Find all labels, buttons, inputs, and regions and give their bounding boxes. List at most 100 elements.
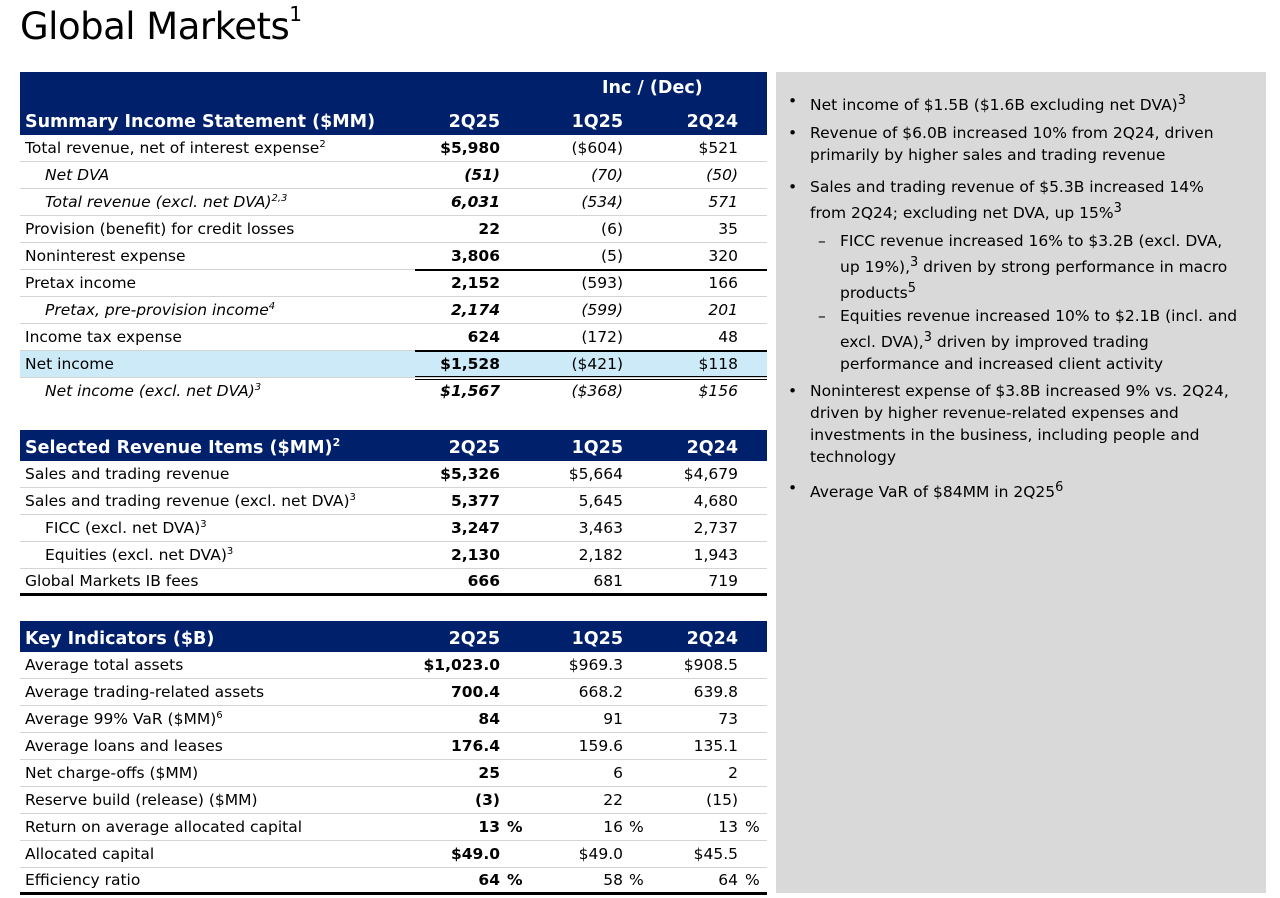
value-2q24: 320 <box>655 247 767 265</box>
value-2q25: $5,980 <box>415 139 535 157</box>
value-text: $5,664 <box>568 465 623 483</box>
note-text: Net income of $1.5B ($1.6B excluding net… <box>810 96 1178 115</box>
value-text: 668.2 <box>578 683 623 701</box>
value-text: 48 <box>718 328 738 346</box>
table-header: Selected Revenue Items ($MM)2 2Q25 1Q25 2Q2… <box>20 430 767 461</box>
table-row: Total revenue (excl. net DVA)2,3 6,031 (53… <box>20 189 767 216</box>
value-2q24: 13% <box>655 818 767 836</box>
value-text: 91 <box>603 710 623 728</box>
value-2q24: 2 <box>655 764 767 782</box>
row-label-text: FICC (excl. net DVA) <box>45 519 201 537</box>
value-text: 6 <box>613 764 623 782</box>
value-text: 719 <box>708 572 738 590</box>
table-row: Sales and trading revenue $5,326 $5,664 $4,… <box>20 461 767 488</box>
value-2q24: $4,679 <box>655 465 767 483</box>
table-row: Efficiency ratio 64% 58% 64% <box>20 868 767 895</box>
value-text: (6) <box>601 220 623 238</box>
value-text: 320 <box>708 247 738 265</box>
row-label-text: Total revenue (excl. net DVA) <box>45 193 272 211</box>
value-text: 571 <box>708 193 738 211</box>
percent-sign: % <box>745 871 760 889</box>
commentary-panel: Net income of $1.5B ($1.6B excluding net… <box>776 72 1266 893</box>
row-label: Efficiency ratio <box>20 871 415 889</box>
value-2q25: (51) <box>415 166 535 184</box>
percent-sign: % <box>507 871 523 889</box>
value-2q25: 64% <box>415 871 535 889</box>
key-indicators-table: Key Indicators ($B) 2Q25 1Q25 2Q24 Average t… <box>20 621 767 895</box>
value-text: ($604) <box>571 139 623 157</box>
value-text: $45.5 <box>693 845 738 863</box>
table-row: Allocated capital $49.0 $49.0 $45.5 <box>20 841 767 868</box>
table-row: Average loans and leases 176.4 159.6 135.1 <box>20 733 767 760</box>
row-label: Sales and trading revenue (excl. net DVA… <box>20 492 415 510</box>
value-text: $5,980 <box>440 139 500 157</box>
value-text: (593) <box>581 274 623 292</box>
value-2q24: $908.5 <box>655 656 767 674</box>
footnote-ref: 3 <box>1177 93 1186 108</box>
value-2q24: 639.8 <box>655 683 767 701</box>
header-label: Key Indicators ($B) <box>25 629 215 649</box>
value-2q24: 48 <box>655 328 767 346</box>
table-row: Average trading-related assets 700.4 668.2… <box>20 679 767 706</box>
value-text: (534) <box>581 193 623 211</box>
table-row: Pretax income 2,152 (593) 166 <box>20 269 767 297</box>
column-header-2q24: 2Q24 <box>686 112 738 132</box>
value-text: 13 <box>478 818 500 836</box>
percent-sign: % <box>745 818 760 836</box>
value-2q25: $49.0 <box>415 845 535 863</box>
column-header-1q25: 1Q25 <box>571 112 623 132</box>
title-text: Global Markets <box>20 5 290 48</box>
value-2q24: 4,680 <box>655 492 767 510</box>
note-bullet: Revenue of $6.0B increased 10% from 2Q24… <box>788 122 1230 166</box>
value-text: 5,377 <box>450 492 500 510</box>
row-label: Total revenue, net of interest expense2 <box>20 139 415 157</box>
value-text: 700.4 <box>450 683 500 701</box>
value-2q25: 13% <box>415 818 535 836</box>
footnote-ref: 3 <box>923 330 932 345</box>
footnote-ref: 2 <box>319 139 326 150</box>
row-label-text: Reserve build (release) ($MM) <box>25 791 258 809</box>
table-header: Key Indicators ($B) 2Q25 1Q25 2Q24 <box>20 621 767 652</box>
row-label-text: Average 99% VaR ($MM) <box>25 710 217 728</box>
value-text: $521 <box>698 139 738 157</box>
table-row: Equities (excl. net DVA)3 2,130 2,182 1,943 <box>20 542 767 569</box>
value-2q25: $5,326 <box>415 465 535 483</box>
value-text: $1,567 <box>440 382 500 400</box>
row-label-text: Efficiency ratio <box>25 871 141 889</box>
value-text: 6,031 <box>450 193 500 211</box>
summary-income-table: Inc / (Dec) Summary Income Statement ($M… <box>20 72 767 405</box>
value-1q25: 58% <box>535 871 655 889</box>
note-bullet: Noninterest expense of $3.8B increased 9… <box>788 380 1230 468</box>
row-label: Average 99% VaR ($MM)6 <box>20 710 415 728</box>
note-text: driven by improved trading performance a… <box>840 333 1164 374</box>
footnote-ref: 3 <box>226 546 234 557</box>
row-label-text: Average loans and leases <box>25 737 223 755</box>
note-text: Sales and trading revenue of $5.3B incre… <box>810 178 1204 223</box>
value-text: $5,326 <box>440 465 500 483</box>
value-text: 22 <box>478 220 500 238</box>
value-text: 624 <box>467 328 500 346</box>
value-text: 35 <box>718 220 738 238</box>
inc-dec-header: Inc / (Dec) <box>20 72 767 104</box>
table-row: Average total assets $1,023.0 $969.3 $908.5 <box>20 652 767 679</box>
footnote-ref: 3 <box>200 519 207 530</box>
value-text: 25 <box>478 764 500 782</box>
value-text: 135.1 <box>693 737 738 755</box>
note-text: Revenue of $6.0B increased 10% from 2Q24… <box>810 124 1214 164</box>
note-text: Noninterest expense of $3.8B increased 9… <box>810 382 1229 466</box>
row-label: Average total assets <box>20 656 415 674</box>
value-text: 1,943 <box>693 546 738 564</box>
column-header-2q25: 2Q25 <box>448 112 500 132</box>
value-text: 4,680 <box>693 492 738 510</box>
table-row: Total revenue, net of interest expense2 $… <box>20 135 767 162</box>
table-row: Average 99% VaR ($MM)6 84 91 73 <box>20 706 767 733</box>
row-label-text: Return on average allocated capital <box>25 818 303 836</box>
value-2q25: $1,528 <box>415 355 535 373</box>
value-text: $156 <box>698 382 738 400</box>
value-2q25: 25 <box>415 764 535 782</box>
value-2q25: 6,031 <box>415 193 535 211</box>
row-label: Average trading-related assets <box>20 683 415 701</box>
value-2q25: 176.4 <box>415 737 535 755</box>
selected-revenue-table: Selected Revenue Items ($MM)2 2Q25 1Q25 2Q2… <box>20 430 767 596</box>
value-text: 64 <box>478 871 500 889</box>
